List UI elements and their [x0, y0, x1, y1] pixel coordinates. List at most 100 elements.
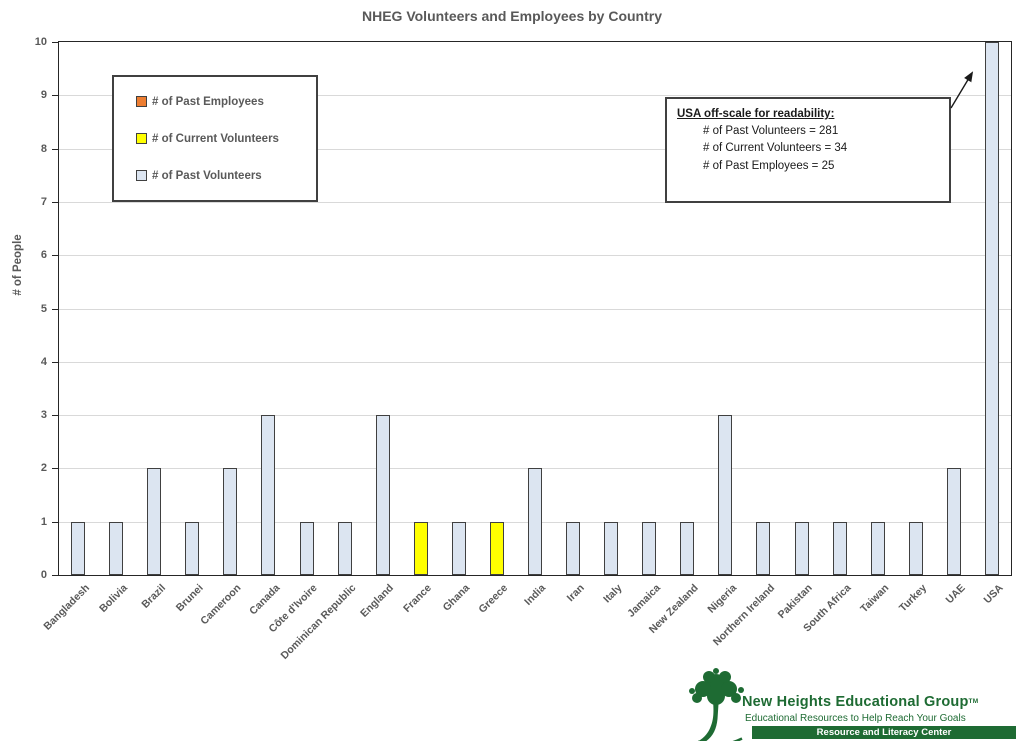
x-label-brazil: Brazil [138, 582, 168, 611]
x-label-ghana: Ghana [440, 582, 473, 614]
tree-icon [689, 668, 744, 741]
legend-swatch-icon [136, 96, 147, 107]
bar-pakistan [794, 521, 809, 575]
legend-entry-of-current-volunteers: # of Current Volunteers [136, 133, 310, 145]
bar-turkey [908, 521, 923, 575]
bar-jamaica [642, 521, 657, 575]
x-label-greece: Greece [476, 582, 511, 616]
y-tick-mark-4 [52, 361, 58, 363]
y-tick-mark-7 [52, 201, 58, 203]
legend-label: # of Past Employees [152, 95, 264, 108]
logo-name: New Heights Educational GroupTM [742, 694, 978, 710]
bar-india [528, 468, 542, 575]
x-label-italy: Italy [601, 582, 625, 606]
y-tick-label-3: 3 [40, 409, 47, 422]
y-tick-mark-1 [52, 521, 58, 523]
bar-france [413, 521, 428, 575]
x-label-jamaica: Jamaica [624, 582, 663, 620]
bar-iran [566, 521, 581, 575]
y-tick-mark-3 [52, 415, 58, 417]
bar-canada [261, 415, 276, 575]
y-tick-label-7: 7 [40, 195, 47, 208]
y-tick-label-9: 9 [40, 89, 47, 102]
x-label-bolivia: Bolivia [96, 582, 130, 615]
y-tick-mark-0 [52, 575, 58, 576]
y-tick-mark-6 [52, 255, 58, 257]
y-tick-label-4: 4 [40, 355, 47, 368]
y-tick-label-1: 1 [40, 515, 47, 528]
bar-taiwan [870, 521, 885, 575]
y-tick-label-2: 2 [40, 462, 47, 475]
gridline-5 [59, 308, 1011, 310]
x-label-taiwan: Taiwan [858, 582, 892, 616]
bar-ghana [451, 521, 466, 575]
gridline-8 [59, 148, 1011, 150]
x-label-france: France [401, 582, 435, 615]
bar-usa [984, 42, 999, 575]
chart-title: NHEG Volunteers and Employees by Country [361, 8, 663, 24]
x-label-uae: UAE [943, 582, 968, 607]
x-label-india: India [522, 582, 549, 608]
gridline-7 [59, 201, 1011, 203]
x-label-canada: Canada [246, 582, 282, 618]
x-label-cameroon: Cameroon [198, 582, 244, 628]
gridline-6 [59, 255, 1011, 257]
y-tick-label-10: 10 [34, 36, 47, 48]
y-tick-label-8: 8 [40, 142, 47, 155]
logo-tagline: Educational Resources to Help Reach Your… [745, 713, 966, 724]
y-tick-label-0: 0 [40, 569, 47, 581]
bar-bangladesh [71, 521, 86, 575]
y-tick-mark-2 [52, 468, 58, 470]
x-label-iran: Iran [564, 582, 587, 605]
annotation-line-3: # of Past Employees = 25 [703, 159, 835, 172]
usa-annotation-box: USA off-scale for readability: # of Past… [665, 97, 951, 203]
bar-dominican-republic [337, 521, 352, 575]
bar-brunei [185, 521, 200, 575]
bar-nigeria [718, 415, 733, 575]
x-label-turkey: Turkey [897, 582, 930, 615]
x-label-dominican-republic: Dominican Republic [278, 582, 359, 662]
gridline-9 [59, 95, 1011, 97]
y-tick-mark-9 [52, 95, 58, 97]
y-axis-title: # of People [12, 234, 24, 296]
gridline-4 [59, 361, 1011, 363]
nheg-logo: New Heights Educational GroupTM Educatio… [680, 662, 1024, 741]
y-tick-label-5: 5 [40, 302, 47, 315]
x-label-pakistan: Pakistan [776, 582, 816, 622]
bar-bolivia [109, 521, 124, 575]
annotation-line-2: # of Current Volunteers = 34 [703, 142, 848, 155]
x-label-usa: USA [981, 582, 1006, 607]
bar-uae [946, 468, 961, 575]
legend-label: # of Past Volunteers [152, 169, 262, 182]
x-label-nigeria: Nigeria [705, 582, 739, 616]
logo-banner: Resource and Literacy Center [752, 726, 1016, 739]
y-tick-mark-5 [52, 308, 58, 310]
bar-c-te-d-ivoire [299, 521, 314, 575]
y-tick-mark-8 [52, 148, 58, 150]
bar-northern-ireland [756, 521, 771, 575]
annotation-line-1: # of Past Volunteers = 281 [703, 125, 839, 137]
x-label-brunei: Brunei [173, 582, 206, 615]
y-tick-mark-10 [52, 42, 58, 43]
bar-cameroon [223, 468, 238, 575]
bar-new-zealand [680, 521, 695, 575]
logo-name-text: New Heights Educational Group [742, 694, 969, 710]
legend-label: # of Current Volunteers [152, 132, 279, 145]
bar-south-africa [832, 521, 847, 575]
legend-entry-of-past-volunteers: # of Past Volunteers [136, 170, 310, 182]
legend-entry-of-past-employees: # of Past Employees [136, 96, 310, 108]
gridline-3 [59, 415, 1011, 417]
legend-swatch-icon [136, 133, 147, 144]
bar-england [375, 415, 390, 575]
y-tick-label-6: 6 [40, 249, 47, 262]
x-label-bangladesh: Bangladesh [40, 582, 92, 633]
bar-greece [489, 521, 504, 575]
annotation-title: USA off-scale for readability: [677, 108, 835, 120]
bar-italy [604, 521, 619, 575]
legend-swatch-icon [136, 170, 147, 181]
logo-trademark: TM [968, 698, 979, 705]
bar-brazil [147, 468, 162, 575]
legend-box: # of Past Employees # of Current Voluntee… [112, 75, 318, 202]
x-label-england: England [358, 582, 397, 620]
